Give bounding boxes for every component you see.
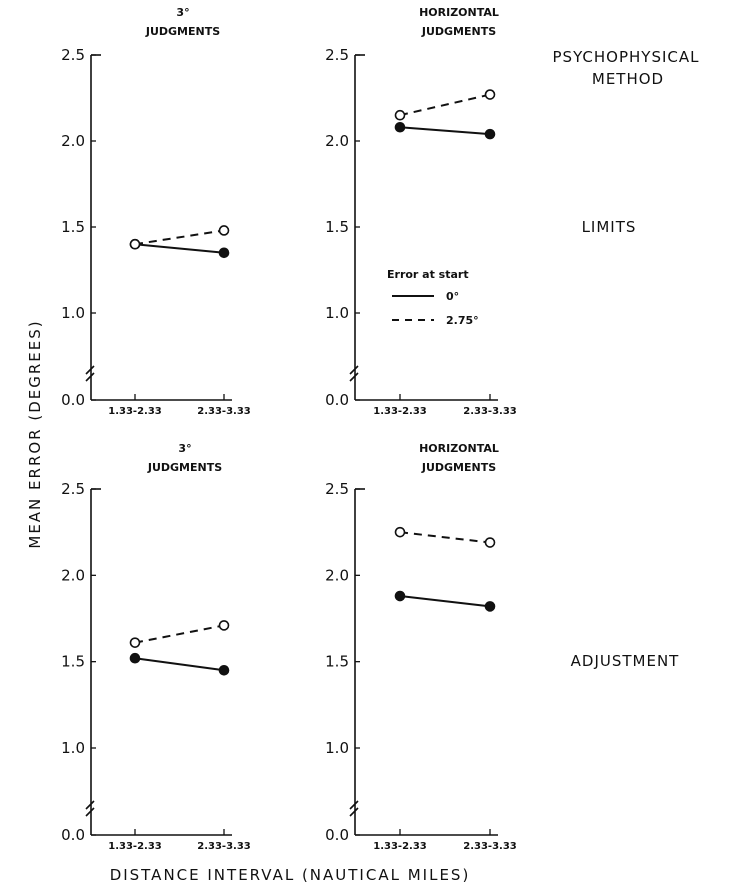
y-tick-label: 1.0 xyxy=(325,739,349,757)
y-tick-label: 2.0 xyxy=(325,566,349,584)
panels: 3° JUDGMENTS 0.0 1.0 1.5 2.0 2.5 1.33-2.33 2.33-… xyxy=(61,6,517,852)
series-line-2.75deg xyxy=(134,229,225,246)
y-tick-label: 1.5 xyxy=(61,653,85,671)
y-tick-label: 1.0 xyxy=(325,304,349,322)
chart-panel-4: HORIZONTAL JUDGMENTS 0.0 1.0 1.5 2.0 2.5 1.33-2… xyxy=(325,442,517,852)
series-line-2.75deg xyxy=(134,624,225,644)
data-point-0deg xyxy=(394,121,406,133)
method-label-adjustment: ADJUSTMENT xyxy=(571,652,680,670)
data-point-2.75deg xyxy=(129,238,141,250)
chart-title-line: HORIZONTAL xyxy=(419,6,499,19)
y-tick-label: 1.0 xyxy=(61,739,85,757)
method-label-limits: LIMITS xyxy=(582,218,637,236)
y-tick-label: 2.0 xyxy=(61,132,85,150)
x-tick-label: 2.33-3.33 xyxy=(197,841,251,852)
chart-title-line: JUDGMENTS xyxy=(145,25,220,38)
y-tick-label: 2.0 xyxy=(325,132,349,150)
y-tick-label: 2.0 xyxy=(61,566,85,584)
chart-panel-1: 3° JUDGMENTS 0.0 1.0 1.5 2.0 2.5 1.33-2.33 2.33-… xyxy=(61,6,251,417)
series-line-2.75deg xyxy=(399,531,491,544)
chart-title-line: JUDGMENTS xyxy=(421,25,496,38)
y-tick-label: 0.0 xyxy=(61,826,85,844)
data-point-0deg xyxy=(218,664,230,676)
legend-label-dashed: 2.75° xyxy=(446,314,479,327)
series-line-0deg xyxy=(134,243,225,254)
chart-panel-3: 3° JUDGMENTS 0.0 1.0 1.5 2.0 2.5 1.33-2.33 2.33-… xyxy=(61,442,251,852)
x-tick-label: 1.33-2.33 xyxy=(373,841,427,852)
data-point-2.75deg xyxy=(394,109,406,121)
x-tick-label: 1.33-2.33 xyxy=(108,841,162,852)
chart-title-line: JUDGMENTS xyxy=(421,461,496,474)
axis-break-mark xyxy=(85,800,95,817)
chart-title-line: 3° xyxy=(176,6,189,19)
legend-title: Error at start xyxy=(387,268,469,281)
axis-break-mark xyxy=(85,365,95,382)
series-line-2.75deg xyxy=(399,93,491,117)
series-line-0deg xyxy=(399,595,491,608)
method-header-line2: METHOD xyxy=(592,70,664,88)
y-tick-label: 1.5 xyxy=(61,218,85,236)
y-tick-label: 2.5 xyxy=(61,46,85,64)
x-tick-label: 2.33-3.33 xyxy=(463,841,517,852)
series-line-0deg xyxy=(134,657,225,672)
y-tick-label: 1.0 xyxy=(61,304,85,322)
chart-title-line: 3° xyxy=(178,442,191,455)
data-point-2.75deg xyxy=(218,225,230,236)
legend-label-solid: 0° xyxy=(446,290,459,303)
method-header-line1: PSYCHOPHYSICAL xyxy=(553,48,700,66)
chart-title-line: JUDGMENTS xyxy=(147,461,222,474)
y-tick-label: 0.0 xyxy=(325,391,349,409)
data-point-0deg xyxy=(394,590,406,602)
data-point-2.75deg xyxy=(394,526,406,538)
y-tick-label: 0.0 xyxy=(61,391,85,409)
legend: Error at start 0° 2.75° xyxy=(387,268,479,327)
x-tick-label: 2.33-3.33 xyxy=(463,406,517,417)
chart-title-line: HORIZONTAL xyxy=(419,442,499,455)
data-point-2.75deg xyxy=(129,637,141,648)
y-tick-label: 2.5 xyxy=(61,480,85,498)
chart-panel-2: HORIZONTAL JUDGMENTS 0.0 1.0 1.5 2.0 2.5 1.33-2… xyxy=(325,6,517,417)
y-axis-title: MEAN ERROR (DEGREES) xyxy=(26,319,44,548)
data-point-2.75deg xyxy=(218,620,230,631)
x-axis-title: DISTANCE INTERVAL (NAUTICAL MILES) xyxy=(110,866,471,884)
data-point-0deg xyxy=(484,128,496,140)
axis-break-mark xyxy=(349,800,359,817)
series-line-0deg xyxy=(399,126,491,136)
y-tick-label: 0.0 xyxy=(325,826,349,844)
y-tick-label: 2.5 xyxy=(325,46,349,64)
data-point-0deg xyxy=(484,601,496,612)
x-tick-label: 1.33-2.33 xyxy=(373,406,427,417)
x-tick-label: 1.33-2.33 xyxy=(108,406,162,417)
y-tick-label: 1.5 xyxy=(325,653,349,671)
y-tick-label: 2.5 xyxy=(325,480,349,498)
data-point-2.75deg xyxy=(484,537,496,548)
x-tick-label: 2.33-3.33 xyxy=(197,406,251,417)
data-point-2.75deg xyxy=(484,89,496,100)
y-tick-label: 1.5 xyxy=(325,218,349,236)
axis-break-mark xyxy=(349,365,359,382)
data-point-0deg xyxy=(218,247,230,259)
data-point-0deg xyxy=(129,652,141,664)
